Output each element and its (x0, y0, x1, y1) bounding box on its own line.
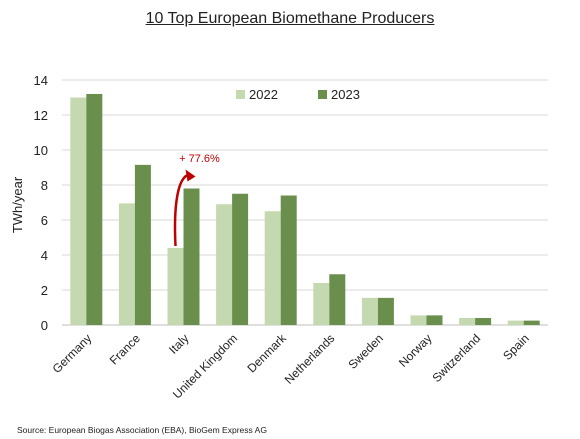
y-tick-labels: 0 2 4 6 8 10 12 14 (34, 73, 48, 333)
annotation-arrow (173, 173, 190, 247)
x-category-label: Norway (396, 331, 435, 370)
bar-2022 (216, 204, 233, 325)
gridlines (62, 79, 548, 326)
annotation-text: + 77.6% (179, 153, 220, 165)
y-tick-label: 14 (34, 73, 48, 88)
y-tick-label: 0 (41, 318, 48, 333)
y-tick-label: 8 (41, 178, 48, 193)
x-category-label: Italy (166, 331, 191, 356)
x-category-label: France (107, 331, 144, 368)
y-axis-label: TWh/year (10, 176, 25, 233)
bar-2022 (507, 320, 524, 325)
bar-2023 (280, 195, 297, 325)
x-category-label: Netherlands (282, 331, 338, 387)
legend: 2022 2023 (236, 87, 360, 102)
x-category-label: Denmark (244, 331, 289, 376)
bar-2022 (313, 283, 330, 325)
legend-swatch-2022 (236, 90, 245, 99)
bar-2023 (426, 315, 443, 325)
y-tick-label: 10 (34, 143, 48, 158)
chart-title: 10 Top European Biomethane Producers (145, 10, 435, 27)
source-note: Source: European Biogas Association (EBA… (17, 425, 267, 435)
legend-label-2023: 2023 (331, 87, 360, 102)
bar-2023 (232, 193, 249, 325)
annotation-arrowhead (185, 169, 196, 182)
x-category-label: Germany (50, 331, 95, 376)
bar-2023 (134, 164, 151, 325)
bar-2023 (183, 188, 200, 325)
bar-2023 (377, 297, 394, 325)
bar-2022 (410, 315, 427, 325)
bar-2022 (70, 97, 87, 325)
legend-label-2022: 2022 (249, 87, 278, 102)
legend-swatch-2023 (318, 90, 327, 99)
bar-2023 (86, 94, 103, 325)
bar-2023 (475, 318, 492, 325)
bars (70, 94, 540, 325)
bar-2022 (459, 318, 476, 325)
bar-2022 (167, 248, 184, 325)
bar-2022 (264, 211, 281, 325)
y-tick-label: 6 (41, 213, 48, 228)
y-tick-label: 2 (41, 283, 48, 298)
bar-2022 (118, 203, 135, 325)
annotation: + 77.6% (173, 153, 220, 247)
bar-2022 (361, 297, 378, 325)
y-tick-label: 12 (34, 108, 48, 123)
x-category-label: Switzerland (429, 331, 483, 385)
y-tick-label: 4 (41, 248, 48, 263)
x-category-label: Spain (500, 331, 532, 363)
x-category-label: Sweden (345, 331, 386, 372)
bar-2023 (329, 274, 346, 325)
bar-2023 (523, 320, 540, 325)
